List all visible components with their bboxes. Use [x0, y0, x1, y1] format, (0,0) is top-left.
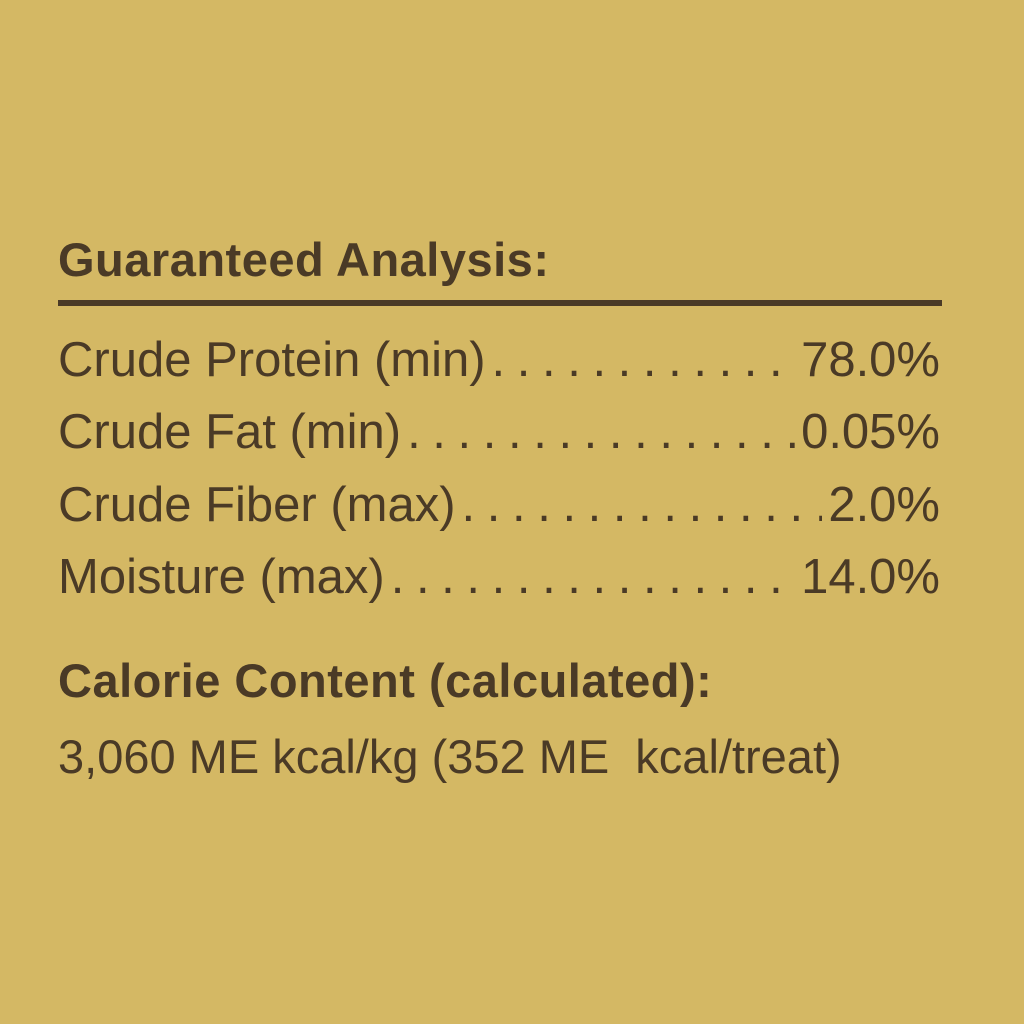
row-label: Crude Fat (min) — [58, 405, 402, 459]
row-value: 2.0% — [828, 478, 940, 532]
calorie-content-title: Calorie Content (calculated): — [58, 654, 713, 707]
divider — [58, 300, 942, 306]
dot-leader — [407, 408, 795, 457]
row-value: 78.0% — [801, 333, 940, 387]
dot-leader — [462, 481, 823, 530]
guaranteed-analysis-title: Guaranteed Analysis: — [58, 233, 550, 286]
analysis-row: Crude Protein (min) 78.0% — [58, 336, 940, 385]
calorie-content-value: 3,060 ME kcal/kg (352 ME kcal/treat) — [58, 730, 842, 783]
row-label: Moisture (max) — [58, 550, 385, 604]
analysis-row: Crude Fat (min) 0.05% — [58, 408, 940, 457]
analysis-row: Crude Fiber (max) 2.0% — [58, 481, 940, 530]
row-label: Crude Fiber (max) — [58, 478, 456, 532]
row-value: 14.0% — [801, 550, 940, 604]
dot-leader — [391, 553, 795, 602]
analysis-row: Moisture (max) 14.0% — [58, 553, 940, 602]
row-label: Crude Protein (min) — [58, 333, 486, 387]
row-value: 0.05% — [801, 405, 940, 459]
dot-leader — [492, 336, 796, 385]
